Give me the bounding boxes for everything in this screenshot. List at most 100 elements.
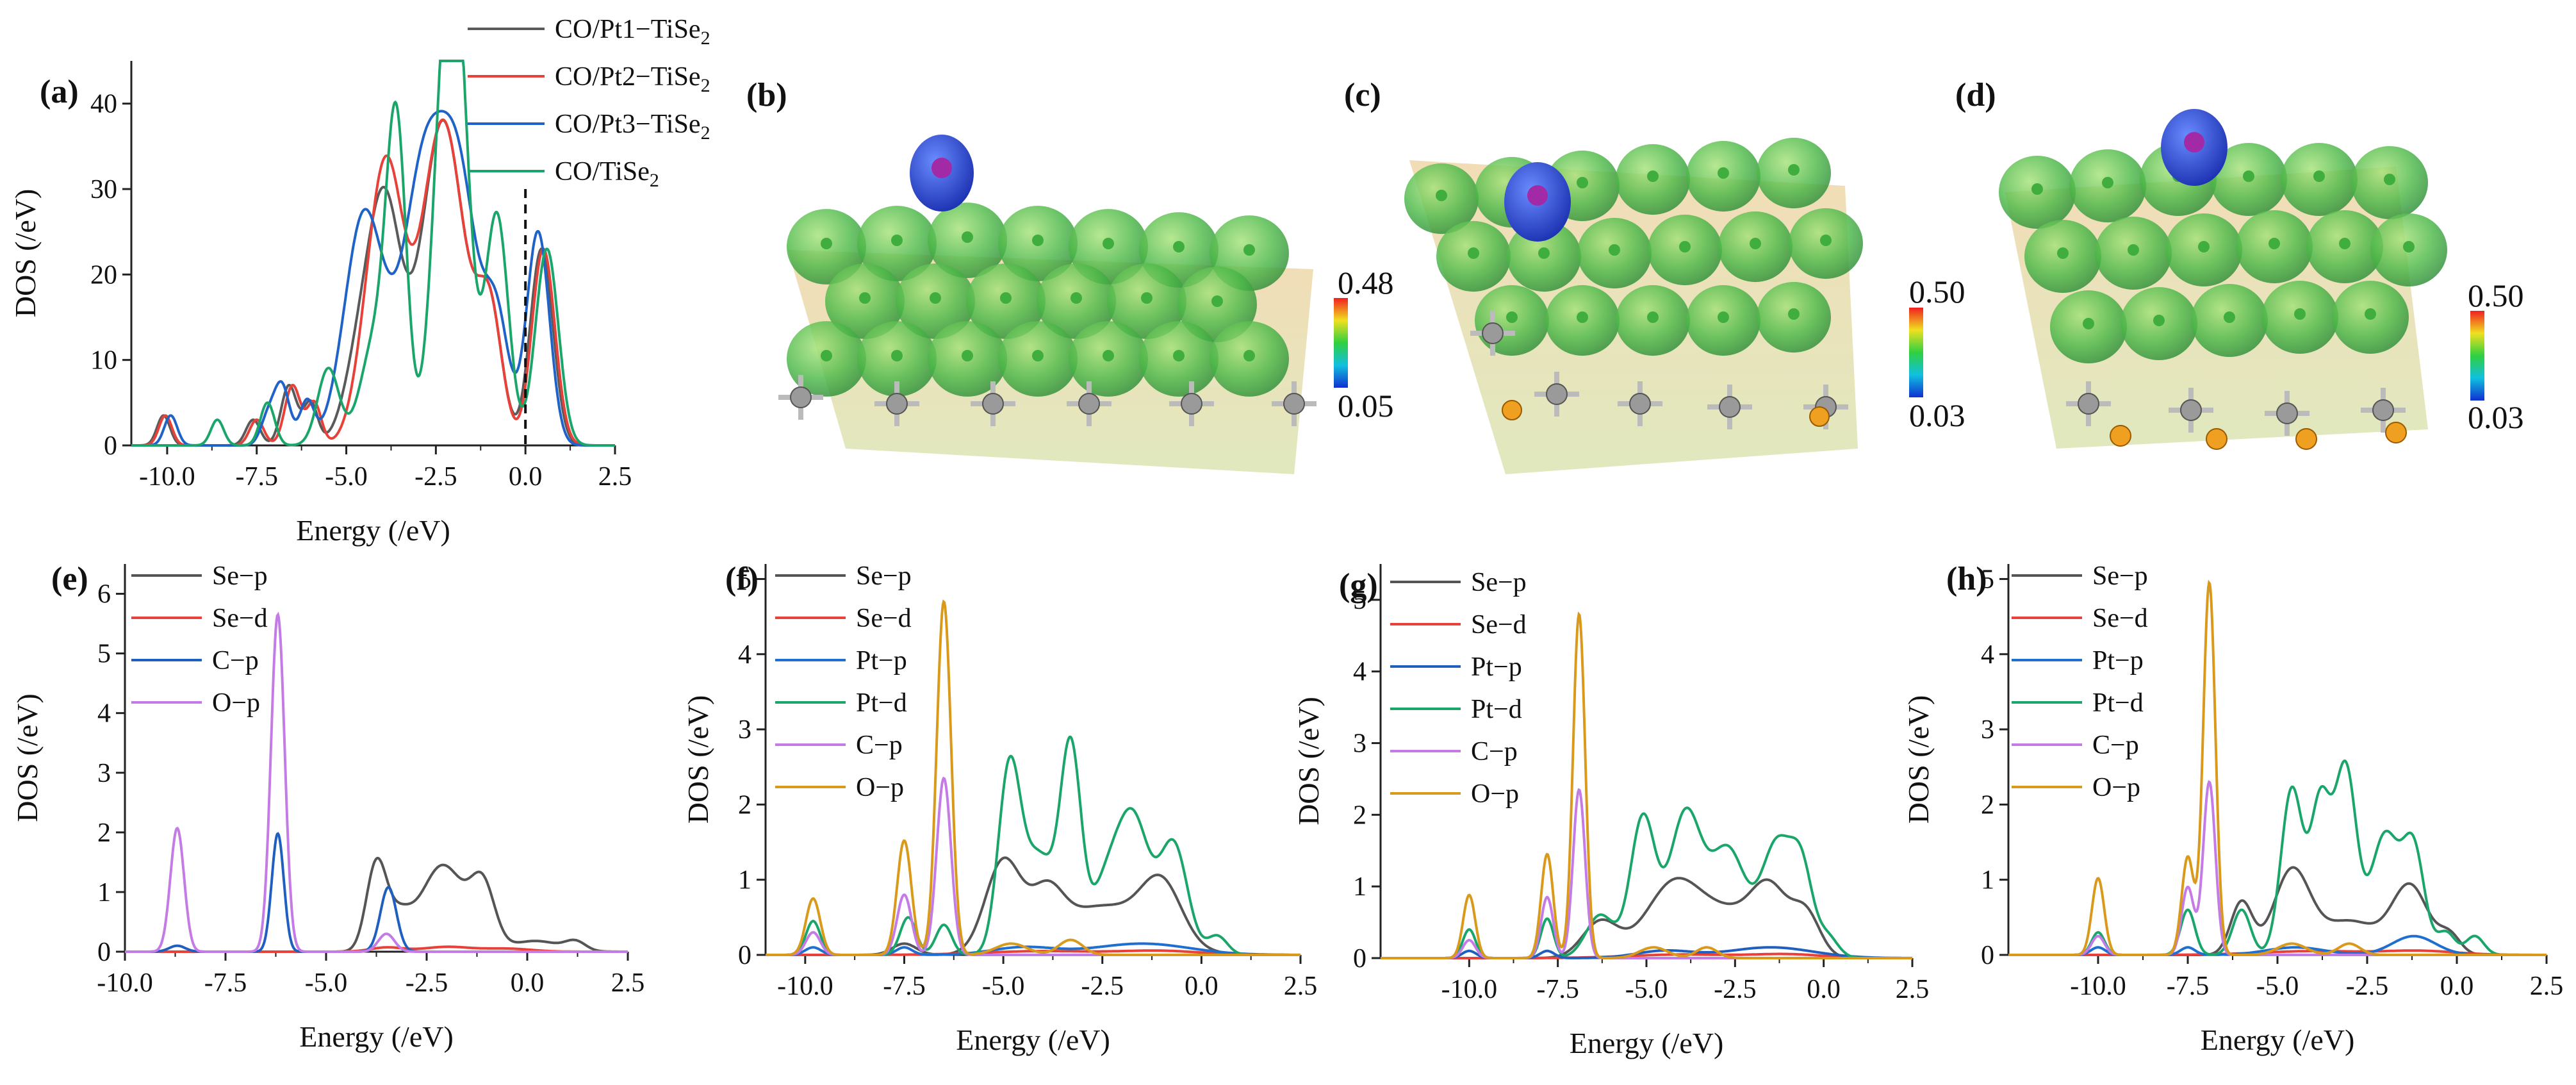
colorbar bbox=[1334, 298, 1348, 388]
se-atom bbox=[859, 292, 871, 304]
panel-label-b: (b) bbox=[746, 77, 787, 113]
se-atom bbox=[1750, 238, 1761, 249]
x-tick-label: 2.5 bbox=[2530, 972, 2564, 1001]
x-tick-label: -7.5 bbox=[883, 972, 926, 1001]
y-tick-label: 0 bbox=[1981, 941, 1994, 970]
y-tick-label: 3 bbox=[738, 715, 751, 745]
x-tick-label: -10.0 bbox=[97, 968, 153, 998]
colorbar-max-label: 0.50 bbox=[1909, 274, 1965, 310]
structure-panel-c: (c) 0.50 0.03 bbox=[1344, 77, 1965, 474]
se-atom bbox=[1032, 350, 1044, 361]
x-tick-label: -5.0 bbox=[325, 462, 368, 492]
y-tick-label: 4 bbox=[1981, 640, 1994, 670]
x-tick-label: -10.0 bbox=[139, 462, 195, 492]
chart-panel-h: -10.0 -7.5 -5.0 -2.5 0.0 2.5 0 1 2 3 4 5 Energy (/eV… bbox=[1902, 561, 2563, 1056]
y-tick-label: 2 bbox=[1353, 800, 1366, 830]
legend-label: Se−p bbox=[212, 561, 268, 591]
legend-label: O−p bbox=[1471, 779, 1519, 809]
legend-label: Se−d bbox=[1471, 610, 1527, 640]
legend-label: C−p bbox=[856, 731, 903, 760]
x-tick-label: 2.5 bbox=[1284, 972, 1318, 1001]
y-tick-label: 40 bbox=[90, 90, 117, 119]
x-tick-label: 0.0 bbox=[511, 968, 545, 998]
y-tick-label: 2 bbox=[1981, 790, 1994, 820]
se-atom bbox=[891, 350, 903, 361]
panel-label: (a) bbox=[40, 74, 79, 110]
charge-density-isosurface bbox=[1999, 143, 2447, 450]
y-tick-label: 20 bbox=[90, 260, 117, 290]
se-atom bbox=[1173, 241, 1185, 253]
x-tick-label: 2.5 bbox=[598, 462, 632, 492]
x-tick-label: -10.0 bbox=[1441, 975, 1498, 1004]
chart-panel-f: -10.0 -7.5 -5.0 -2.5 0.0 2.5 0 1 2 3 4 5 Energy (/eV… bbox=[682, 561, 1317, 1056]
pt-atom bbox=[2295, 428, 2317, 450]
structure-panel-b: (b) 0.48 0.05 bbox=[746, 77, 1394, 474]
se-atom bbox=[2083, 318, 2094, 329]
colorbar-min-label: 0.03 bbox=[2468, 399, 2524, 435]
panel-label: (h) bbox=[1946, 561, 1987, 597]
legend-label: Pt−p bbox=[1471, 652, 1522, 682]
pt-atom bbox=[1809, 406, 1830, 427]
x-tick-label: -5.0 bbox=[305, 968, 348, 998]
se-atom bbox=[2268, 238, 2280, 249]
ti-atom bbox=[2372, 399, 2394, 421]
ti-atom bbox=[1078, 393, 1100, 415]
x-axis-label: Energy (/eV) bbox=[296, 514, 450, 547]
legend-label: Pt−p bbox=[856, 646, 907, 675]
ti-atom bbox=[1283, 393, 1305, 415]
series-line-Se−p bbox=[766, 856, 1300, 956]
x-tick-label: -5.0 bbox=[1625, 975, 1668, 1004]
se-atom bbox=[2057, 247, 2069, 259]
ti-atom bbox=[1546, 383, 1568, 405]
y-tick-label: 0 bbox=[1353, 944, 1366, 973]
y-tick-label: 1 bbox=[1353, 872, 1366, 902]
se-atom bbox=[1071, 292, 1082, 304]
legend-label: Pt−d bbox=[856, 688, 907, 718]
se-atom bbox=[1436, 190, 1447, 201]
ti-atom bbox=[982, 393, 1004, 415]
series-line-O−p bbox=[125, 611, 628, 953]
series-line-Se−d bbox=[1381, 952, 1912, 959]
x-axis-label: Energy (/eV) bbox=[299, 1020, 454, 1053]
series-line-C−p bbox=[766, 776, 1300, 956]
panel-label-c: (c) bbox=[1344, 77, 1381, 113]
se-atom bbox=[1577, 311, 1588, 323]
y-tick-label: 0 bbox=[738, 941, 751, 970]
se-atom bbox=[2384, 174, 2395, 185]
se-atom bbox=[1000, 292, 1012, 304]
legend-label: O−p bbox=[856, 773, 904, 802]
legend: Se−p Se−d Pt−p Pt−d C−p O−p bbox=[1390, 568, 1527, 809]
se-atom bbox=[1173, 350, 1185, 361]
y-axis-label: DOS (/eV) bbox=[682, 695, 714, 824]
se-atom bbox=[821, 350, 832, 361]
pt-atom bbox=[2206, 428, 2227, 450]
legend: CO/Pt1−TiSe2 CO/Pt2−TiSe2 CO/Pt3−TiSe2 CO/T… bbox=[468, 15, 710, 191]
x-tick-label: -7.5 bbox=[2167, 972, 2210, 1001]
se-atom bbox=[1820, 235, 1832, 246]
se-atom bbox=[1032, 235, 1044, 246]
x-tick-label: 0.0 bbox=[509, 462, 543, 492]
ti-atom bbox=[2078, 393, 2099, 415]
series-line-CO/TiSe bbox=[131, 60, 615, 447]
x-axis-label: Energy (/eV) bbox=[2201, 1023, 2355, 1056]
structure-panel-d: (d) 0.50 0.03 bbox=[1955, 77, 2524, 450]
colorbar-min-label: 0.03 bbox=[1909, 397, 1965, 433]
legend: Se−p Se−d Pt−p Pt−d C−p O−p bbox=[2012, 561, 2148, 802]
panel-label: (g) bbox=[1339, 567, 1378, 604]
ti-atom bbox=[1482, 322, 1504, 344]
legend-label: O−p bbox=[212, 688, 260, 718]
y-tick-label: 2 bbox=[97, 818, 111, 848]
y-axis-label: DOS (/eV) bbox=[11, 693, 44, 822]
y-tick-label: 0 bbox=[97, 938, 111, 967]
x-tick-label: -2.5 bbox=[1714, 975, 1757, 1004]
chart-panel-a: -10.0 -7.5 -5.0 -2.5 0.0 2.5 0 10 20 30 40 Energy (… bbox=[9, 15, 710, 547]
x-tick-label: 0.0 bbox=[1807, 975, 1841, 1004]
x-tick-label: 0.0 bbox=[2440, 972, 2474, 1001]
legend-label: CO/Pt2−TiSe2 bbox=[555, 62, 710, 96]
y-tick-label: 2 bbox=[738, 790, 751, 820]
legend-label: Se−d bbox=[212, 604, 268, 633]
panel-label: (e) bbox=[51, 561, 88, 597]
pt-atom bbox=[2110, 425, 2131, 447]
panel-label-d: (d) bbox=[1955, 77, 1996, 113]
y-tick-label: 4 bbox=[97, 699, 111, 729]
